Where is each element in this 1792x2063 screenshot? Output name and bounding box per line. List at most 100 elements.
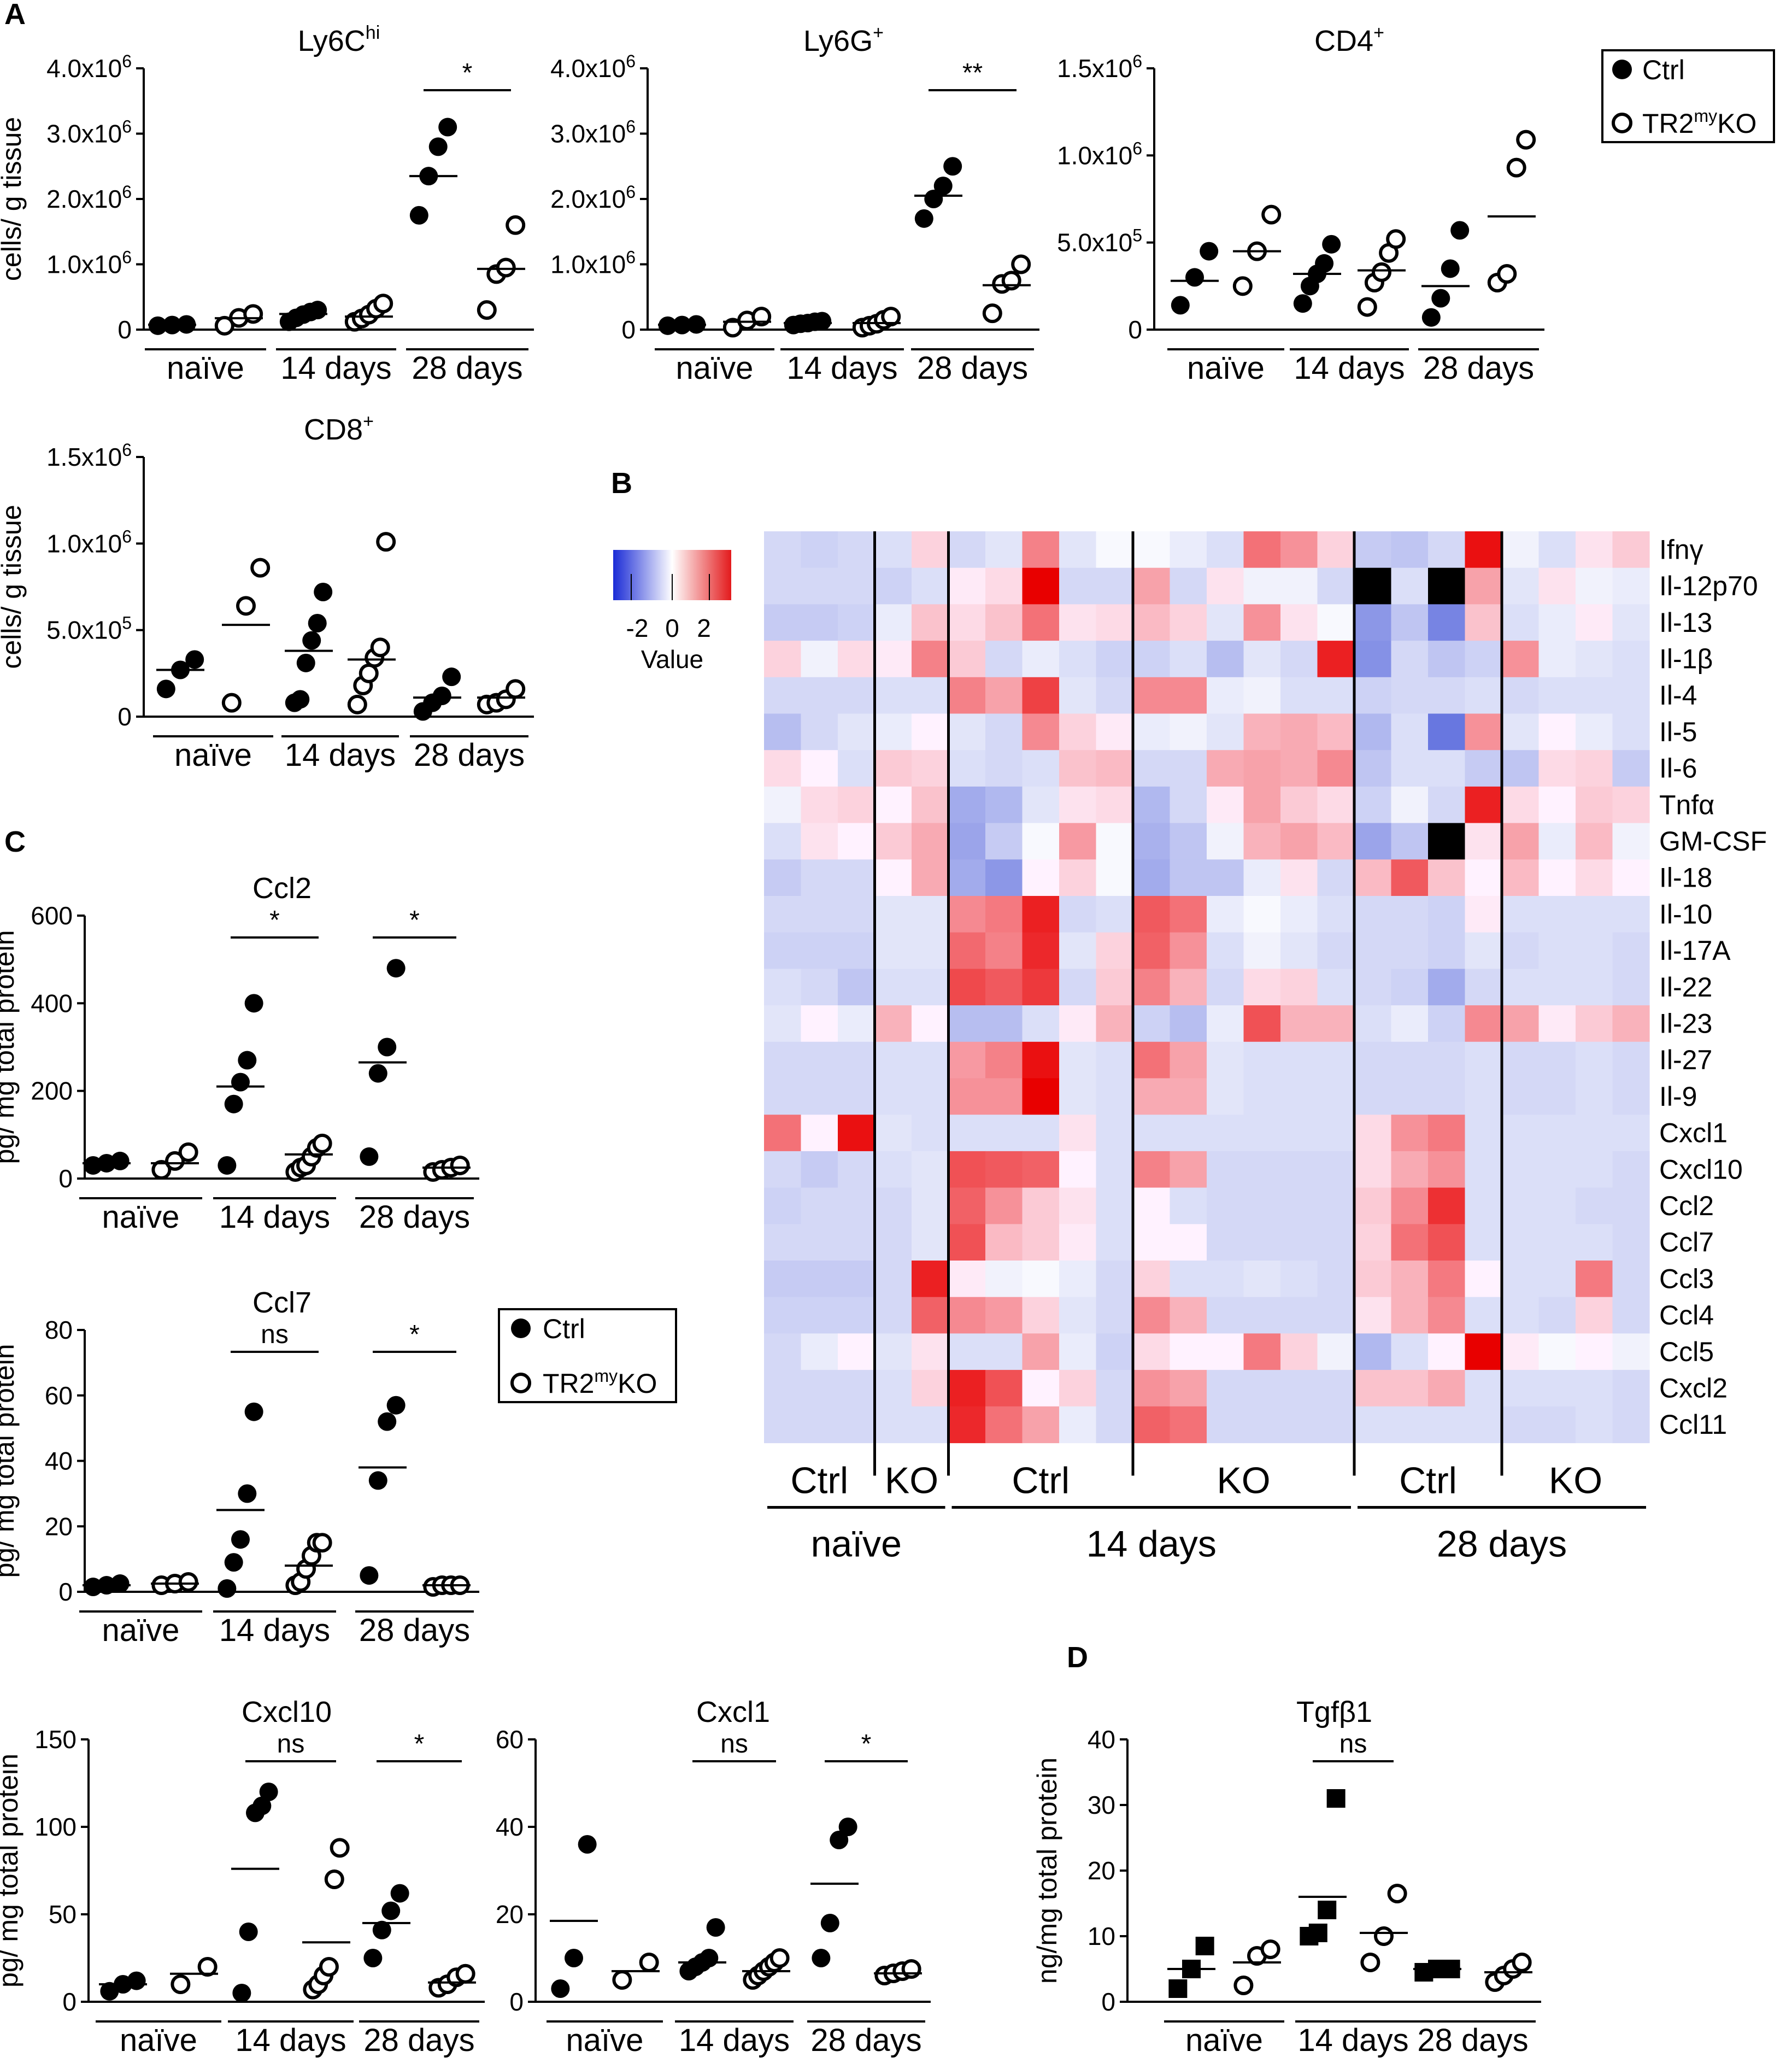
tgfb1-point-ctrl (1168, 1979, 1188, 1998)
heatmap-cell (1354, 1224, 1392, 1261)
heatmap-cell (764, 567, 802, 605)
heatmap-cell (1243, 1187, 1281, 1224)
heatmap-cell (1391, 750, 1429, 787)
heatmap-cell (1576, 1333, 1613, 1370)
heatmap-cell (1022, 531, 1060, 569)
heatmap-cell (1133, 1261, 1171, 1298)
heatmap-cell (838, 1333, 876, 1370)
heatmap-cell (1096, 531, 1133, 569)
legend-a-ctrl-label: Ctrl (1642, 55, 1685, 85)
ccl7-category-label: 14 days (219, 1613, 330, 1648)
heatmap-cell (1133, 896, 1171, 933)
ccl7-point-ctrl (224, 1553, 243, 1572)
heatmap-cell (1059, 1078, 1097, 1115)
heatmap-cell (1612, 969, 1650, 1006)
heatmap-cell (1576, 969, 1613, 1006)
heatmap-cell (1612, 823, 1650, 860)
heatmap-cell (1207, 531, 1244, 569)
heatmap-cell (912, 531, 949, 569)
heatmap-cell (948, 786, 986, 824)
heatmap-group-label: Ctrl (1399, 1460, 1457, 1502)
heatmap-cell (1022, 969, 1060, 1006)
legend-c: Ctrl TR2myKO (498, 1308, 677, 1403)
heatmap-cell (1133, 750, 1171, 787)
heatmap-cell (1465, 1187, 1502, 1224)
heatmap-cell (1207, 1187, 1244, 1224)
cxcl10-ytick-label: 0 (62, 1988, 77, 2016)
heatmap-cell (1207, 604, 1244, 641)
heatmap-cell (1576, 604, 1613, 641)
heatmap-cell (1428, 1151, 1466, 1188)
heatmap-cell (1207, 1333, 1244, 1370)
heatmap-cell (764, 786, 802, 824)
heatmap-cell (874, 859, 912, 896)
heatmap-cell (1280, 786, 1318, 824)
heatmap-cell (1243, 1297, 1281, 1334)
heatmap-cell (874, 641, 912, 678)
cxcl10-point-ko (197, 1957, 218, 1977)
heatmap-cell (1465, 1115, 1502, 1152)
heatmap-cell (1280, 1041, 1318, 1079)
heatmap-cell (1317, 932, 1355, 969)
heatmap-cell (1059, 1224, 1097, 1261)
heatmap-group-label: KO (1217, 1460, 1270, 1502)
heatmap-cell (1096, 1261, 1133, 1298)
heatmap-row-label: Tnfα (1659, 789, 1714, 820)
heatmap-cell (1059, 1115, 1097, 1152)
heatmap-cell (1022, 1187, 1060, 1224)
heatmap-cell (1096, 604, 1133, 641)
ccl7-point-ko (312, 1533, 332, 1553)
heatmap-cell (1280, 567, 1318, 605)
heatmap-cell (874, 1187, 912, 1224)
heatmap-row-label: Il-13 (1659, 607, 1712, 638)
heatmap-cell (1207, 932, 1244, 969)
heatmap-cell (1243, 1005, 1281, 1042)
heatmap-cell (1170, 1041, 1207, 1079)
heatmap-cell (1391, 567, 1429, 605)
heatmap-cell (1465, 932, 1502, 969)
heatmap-cell (1538, 1406, 1576, 1444)
heatmap-cell (1428, 567, 1466, 605)
heatmap-cell (1576, 1005, 1613, 1042)
cxcl1-point-ko (612, 1970, 632, 1990)
heatmap-cell (838, 896, 876, 933)
ly6c-y-label: cells/ g tissue (0, 117, 27, 281)
cd4-point-ctrl (1431, 289, 1450, 308)
heatmap-cell (801, 641, 838, 678)
heatmap-cell (1576, 1041, 1613, 1079)
heatmap-cell (1317, 896, 1355, 933)
heatmap-cell (764, 604, 802, 641)
heatmap-cell (1133, 1406, 1171, 1444)
heatmap-cell (801, 932, 838, 969)
heatmap-cell (1133, 1224, 1171, 1261)
ccl2-point-ctrl (110, 1151, 130, 1170)
heatmap-cell (1538, 1261, 1576, 1298)
ly6g-point-ctrl (943, 157, 962, 176)
heatmap-cell (1133, 713, 1171, 751)
heatmap-cell (1465, 1406, 1502, 1444)
legend-c-ko-marker (510, 1373, 531, 1393)
heatmap-cell (1133, 1041, 1171, 1079)
heatmap-cell (1465, 1370, 1502, 1407)
heatmap-cell (1576, 1078, 1613, 1115)
ccl7-sig-label: * (409, 1320, 420, 1349)
heatmap-cell (1612, 1041, 1650, 1079)
heatmap-row-label: Ccl2 (1659, 1191, 1714, 1221)
heatmap-cell (838, 1078, 876, 1115)
heatmap-cell (1059, 859, 1097, 896)
heatmap-cell (1096, 1297, 1133, 1334)
heatmap-row-label: Il-18 (1659, 863, 1712, 893)
heatmap-cell (1391, 1151, 1429, 1188)
cd4-point-ko (1506, 157, 1526, 178)
heatmap-cell (1465, 567, 1502, 605)
heatmap-cell (1059, 531, 1097, 569)
heatmap-cell (1317, 969, 1355, 1006)
heatmap-cell (1391, 713, 1429, 751)
heatmap-cell (1317, 1224, 1355, 1261)
heatmap-cell (948, 823, 986, 860)
heatmap-cell (764, 1406, 802, 1444)
heatmap-cell (985, 531, 1023, 569)
chart-ly6c: Ly6Chi 0 1.0x106 2.0x106 3.0x106 4.0x106 cells… (0, 22, 534, 386)
legend-a-ko-label: TR2myKO (1642, 106, 1756, 139)
heatmap-row-label: Cxcl2 (1659, 1373, 1728, 1403)
